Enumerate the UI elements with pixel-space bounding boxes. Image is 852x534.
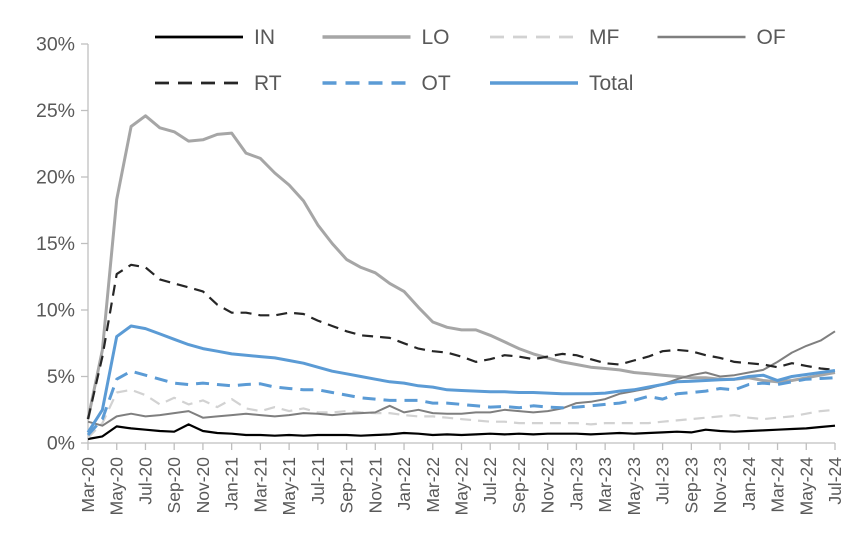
x-axis-label: Jul-20 <box>135 457 155 505</box>
x-axis-label: May-20 <box>107 457 127 516</box>
series-line-in <box>87 423 836 441</box>
y-axis-label: 25% <box>36 100 75 122</box>
x-axis-label: Nov-22 <box>538 457 558 513</box>
x-axis-label: Sep-21 <box>337 457 357 513</box>
legend-item-rt: RT <box>155 72 282 95</box>
x-axis-label: May-21 <box>279 457 299 515</box>
legend-item-of: OF <box>657 26 786 49</box>
x-axis-label: Nov-21 <box>365 457 385 513</box>
legend-label-lo: LO <box>422 26 450 49</box>
x-axis-label: Jan-22 <box>394 457 414 511</box>
x-axis-label: Sep-23 <box>681 457 701 513</box>
legend-label-in: IN <box>254 26 275 49</box>
x-axis-label: Jul-21 <box>308 457 328 505</box>
series-line-lo <box>86 114 836 420</box>
legend-item-lo: LO <box>322 26 450 49</box>
y-axis-label: 15% <box>36 233 75 255</box>
x-axis-label: May-23 <box>624 457 644 515</box>
series-line-mf <box>87 388 836 439</box>
legend-item-in: IN <box>155 26 275 49</box>
x-axis-label: Jul-23 <box>653 457 673 505</box>
x-axis-label: Nov-20 <box>193 457 213 514</box>
x-axis-label: Mar-23 <box>595 457 615 512</box>
legend-label-ot: OT <box>422 72 451 95</box>
legend-label-total: Total <box>589 72 633 95</box>
x-axis-label: Jul-22 <box>480 457 500 505</box>
x-axis-label: Nov-23 <box>710 457 730 513</box>
x-axis-label: May-22 <box>452 457 472 515</box>
x-axis-label: Sep-22 <box>509 457 529 513</box>
x-axis-label: Mar-21 <box>250 457 270 512</box>
x-axis-label: Sep-20 <box>164 457 184 514</box>
series-line-total <box>86 324 836 434</box>
legend-item-total: Total <box>490 72 633 95</box>
x-axis-label: Mar-22 <box>423 457 443 512</box>
legend-label-of: OF <box>757 26 786 49</box>
y-axis-label: 10% <box>36 300 75 322</box>
y-axis-label: 0% <box>47 433 75 455</box>
y-axis-label: 20% <box>36 167 75 189</box>
x-axis-label: Jan-23 <box>566 457 586 511</box>
y-axis-label: 30% <box>36 34 75 56</box>
x-axis-label: Jan-21 <box>222 457 242 511</box>
legend-item-ot: OT <box>322 72 451 95</box>
x-axis-label: Jan-24 <box>739 457 759 511</box>
y-axis-label: 5% <box>47 366 75 388</box>
legend-label-mf: MF <box>589 26 619 49</box>
x-axis-label: Jul-24 <box>825 457 845 505</box>
x-axis-label: May-24 <box>796 457 816 516</box>
series-line-of <box>87 330 836 427</box>
legend-label-rt: RT <box>254 72 282 95</box>
x-axis-label: Mar-20 <box>78 457 98 513</box>
x-axis-label: Mar-24 <box>768 457 788 513</box>
series-line-rt <box>86 263 836 420</box>
legend-item-mf: MF <box>490 26 619 49</box>
